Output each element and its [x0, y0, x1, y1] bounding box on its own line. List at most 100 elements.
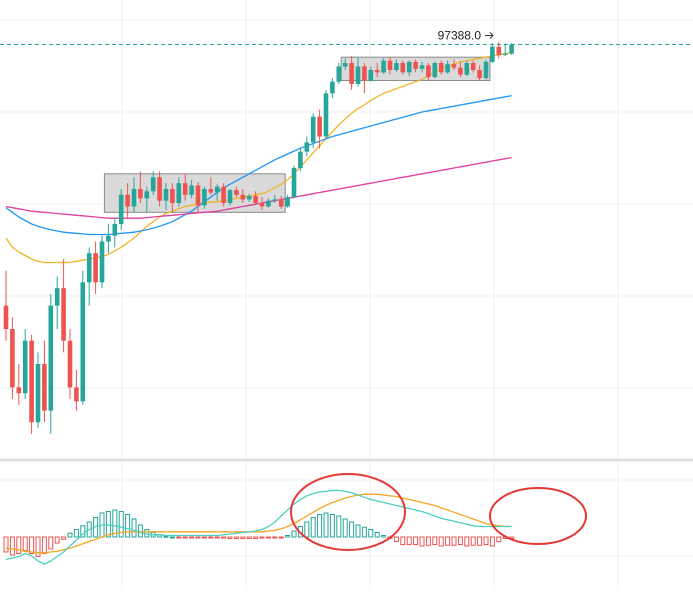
macd-bar-40 — [259, 536, 265, 539]
macd-bar-69 — [445, 536, 451, 546]
macd-bar-27 — [176, 536, 182, 539]
candle-28 — [182, 173, 188, 201]
candle-body-40 — [259, 203, 265, 207]
macd-bar-41 — [265, 536, 271, 539]
candle-33 — [214, 184, 220, 201]
candle-26 — [170, 183, 175, 213]
candle-15 — [99, 235, 105, 289]
macd-bar-12 — [80, 525, 86, 538]
macd-bar-3 — [22, 536, 28, 551]
candle-body-4 — [29, 340, 34, 423]
macd-signal-line — [5, 493, 512, 554]
candle-51 — [330, 78, 335, 98]
candle-body-47 — [304, 142, 310, 152]
candle-40 — [259, 197, 265, 210]
macd-bar-5 — [35, 536, 41, 557]
candle-70 — [451, 59, 457, 70]
candle-body-24 — [157, 177, 162, 201]
candle-body-75 — [483, 61, 489, 79]
macd-bar-17 — [112, 509, 118, 538]
candle-19 — [125, 183, 130, 219]
candle-55 — [355, 57, 361, 87]
candle-7 — [48, 294, 54, 434]
candle-8 — [54, 276, 60, 329]
ma-line-mid — [5, 95, 512, 236]
candle-66 — [426, 63, 431, 81]
candle-body-78 — [502, 53, 508, 55]
candle-11 — [74, 369, 79, 411]
macd-bar-77 — [496, 536, 502, 542]
candlesticks — [3, 42, 514, 434]
candle-body-16 — [106, 235, 111, 242]
candle-47 — [304, 136, 310, 157]
candle-body-6 — [42, 364, 47, 411]
candle-body-41 — [266, 200, 271, 207]
candle-body-39 — [253, 196, 258, 203]
candle-30 — [195, 182, 201, 213]
macd-bar-52 — [336, 515, 342, 538]
candle-body-49 — [317, 116, 322, 137]
macd-bar-32 — [208, 536, 214, 539]
macd-bar-9 — [61, 536, 67, 540]
candle-50 — [323, 89, 329, 140]
macd-bar-30 — [195, 536, 201, 539]
candle-body-37 — [240, 194, 246, 200]
candle-63 — [406, 60, 412, 76]
macd-lines — [5, 489, 512, 565]
candle-13 — [86, 247, 92, 306]
candle-body-45 — [291, 168, 297, 198]
candle-35 — [227, 189, 233, 206]
candle-body-36 — [234, 190, 239, 195]
candle-23 — [150, 171, 156, 195]
macd-bar-62 — [400, 536, 406, 545]
macd-bar-54 — [349, 521, 355, 538]
macd-bar-72 — [464, 536, 470, 547]
candle-60 — [387, 57, 393, 75]
candle-body-7 — [48, 305, 54, 411]
candle-body-77 — [496, 46, 502, 55]
candle-59 — [381, 58, 386, 74]
annotation-circle-2 — [489, 487, 587, 545]
candle-body-54 — [349, 63, 354, 84]
candle-body-3 — [22, 340, 28, 394]
macd-bar-75 — [483, 536, 489, 545]
candle-body-26 — [170, 189, 175, 203]
candle-body-44 — [285, 197, 290, 207]
candle-41 — [266, 198, 271, 208]
macd-bar-11 — [73, 529, 79, 538]
macd-bar-19 — [125, 514, 131, 538]
candle-body-64 — [413, 61, 418, 69]
candle-body-34 — [221, 186, 226, 203]
candle-body-66 — [426, 65, 431, 77]
macd-bar-7 — [48, 536, 54, 550]
candle-body-63 — [406, 61, 412, 73]
candle-body-79 — [509, 44, 514, 54]
annotations — [290, 473, 587, 551]
macd-bar-71 — [457, 536, 463, 545]
macd-bar-25 — [163, 535, 169, 538]
candle-18 — [118, 189, 124, 230]
candle-49 — [317, 109, 322, 149]
candle-76 — [490, 43, 495, 63]
candle-body-21 — [138, 189, 143, 199]
candle-body-46 — [298, 151, 303, 168]
candle-25 — [163, 183, 169, 210]
candle-48 — [310, 113, 316, 149]
candle-43 — [278, 196, 284, 209]
macd-bar-42 — [272, 536, 278, 539]
consolidation-box-0 — [103, 173, 286, 213]
range-boxes — [103, 56, 491, 213]
macd-bar-20 — [131, 518, 137, 538]
candle-body-70 — [451, 64, 457, 68]
candle-body-10 — [67, 340, 73, 388]
candle-body-14 — [93, 253, 98, 283]
candle-17 — [112, 218, 118, 248]
candle-body-61 — [394, 63, 399, 70]
macd-bar-37 — [240, 536, 246, 539]
candle-body-38 — [246, 196, 252, 200]
candle-body-31 — [202, 189, 207, 206]
macd-bar-10 — [67, 532, 73, 538]
candle-body-42 — [272, 199, 278, 201]
